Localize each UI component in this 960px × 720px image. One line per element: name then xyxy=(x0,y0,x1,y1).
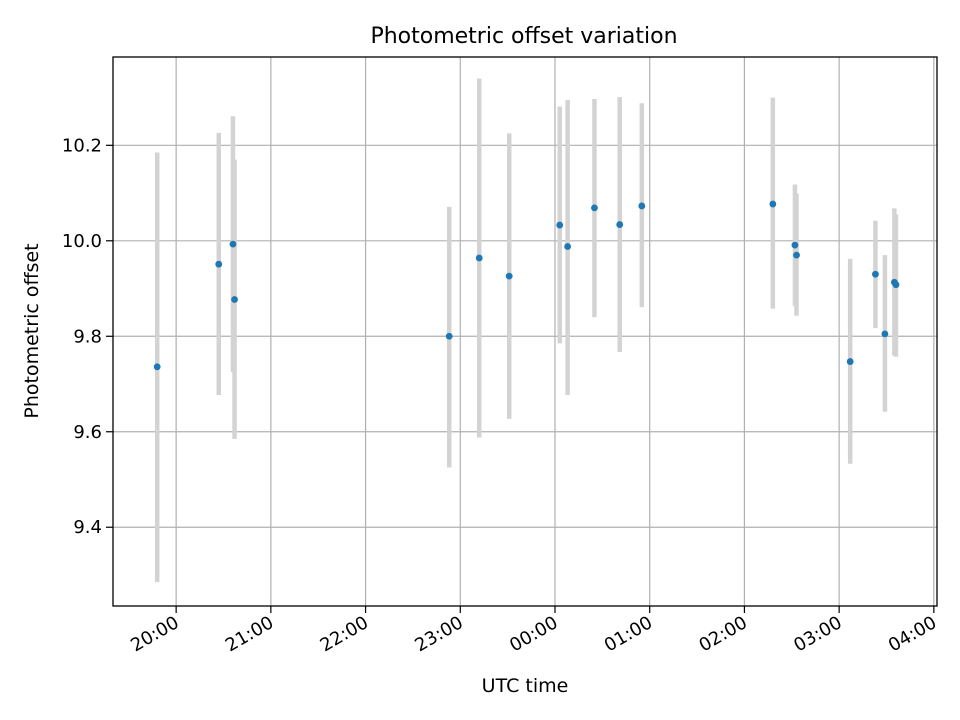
data-point xyxy=(231,296,238,303)
data-point xyxy=(892,281,900,289)
data-point xyxy=(791,241,799,249)
data-point xyxy=(505,272,513,280)
y-tick-label: 9.6 xyxy=(73,422,102,443)
y-tick-label: 10.2 xyxy=(62,135,102,156)
data-point xyxy=(153,363,161,371)
data-point xyxy=(793,251,800,259)
data-point xyxy=(475,254,483,262)
grid xyxy=(113,57,937,606)
data-point xyxy=(769,200,777,208)
chart-title: Photometric offset variation xyxy=(370,24,677,49)
data-point xyxy=(616,221,624,228)
data-point xyxy=(564,243,572,250)
y-axis: 9.4 9.6 9.8 10.0 10.2 xyxy=(62,135,113,538)
data-point xyxy=(229,240,237,248)
data-point xyxy=(881,330,889,338)
data-point xyxy=(638,202,646,210)
data-point xyxy=(445,332,453,340)
y-tick-label: 10.0 xyxy=(62,231,102,252)
data-points xyxy=(153,200,900,371)
data-point xyxy=(846,358,854,365)
data-point xyxy=(872,270,879,278)
x-axis-label: UTC time xyxy=(482,675,569,697)
y-tick-label: 9.4 xyxy=(73,517,102,538)
y-axis-label: Photometric offset xyxy=(21,243,43,418)
y-tick-label: 9.8 xyxy=(73,326,102,347)
data-point xyxy=(556,221,564,229)
data-point xyxy=(215,260,223,268)
data-point xyxy=(591,204,598,212)
plot-frame xyxy=(112,56,938,607)
